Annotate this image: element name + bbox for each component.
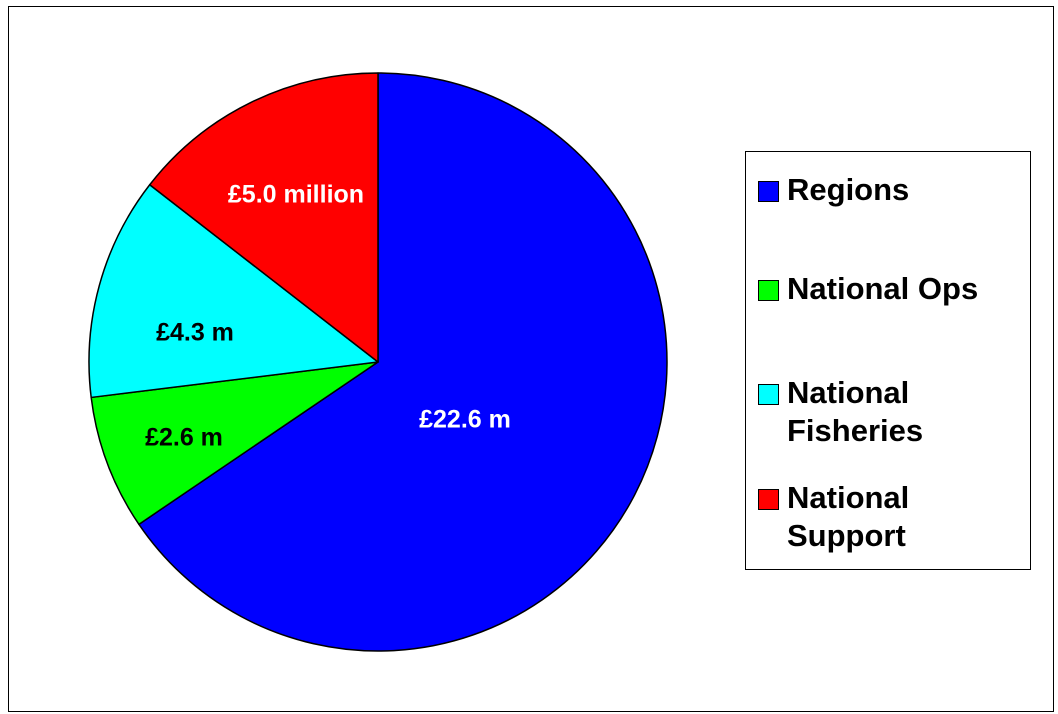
legend-label-national-fisheries: National Fisheries [787,375,924,448]
legend-item-national-fisheries: National Fisheries [758,374,923,450]
pie-slice-national-ops [90,361,379,526]
legend-swatch-national-fisheries [758,384,779,405]
pie-slice-national-fisheries [88,184,379,399]
slice-label-national-fisheries: £4.3 m [156,319,234,347]
chart-legend: Regions National Ops National Fisheries … [745,151,1031,570]
legend-label-national-support: National Support [787,480,910,553]
legend-item-national-ops: National Ops [758,270,978,308]
slice-label-regions: £22.6 m [419,406,511,434]
legend-swatch-regions [758,181,779,202]
legend-swatch-national-ops [758,280,779,301]
slice-label-national-support: £5.0 million [228,181,364,209]
pie-slice-regions [138,72,668,652]
slice-label-national-ops: £2.6 m [145,424,223,452]
legend-swatch-national-support [758,489,779,510]
pie-slice-national-support [148,72,379,363]
legend-item-national-support: National Support [758,479,909,555]
legend-label-national-ops: National Ops [787,271,979,306]
legend-label-regions: Regions [787,172,910,207]
legend-item-regions: Regions [758,171,909,209]
